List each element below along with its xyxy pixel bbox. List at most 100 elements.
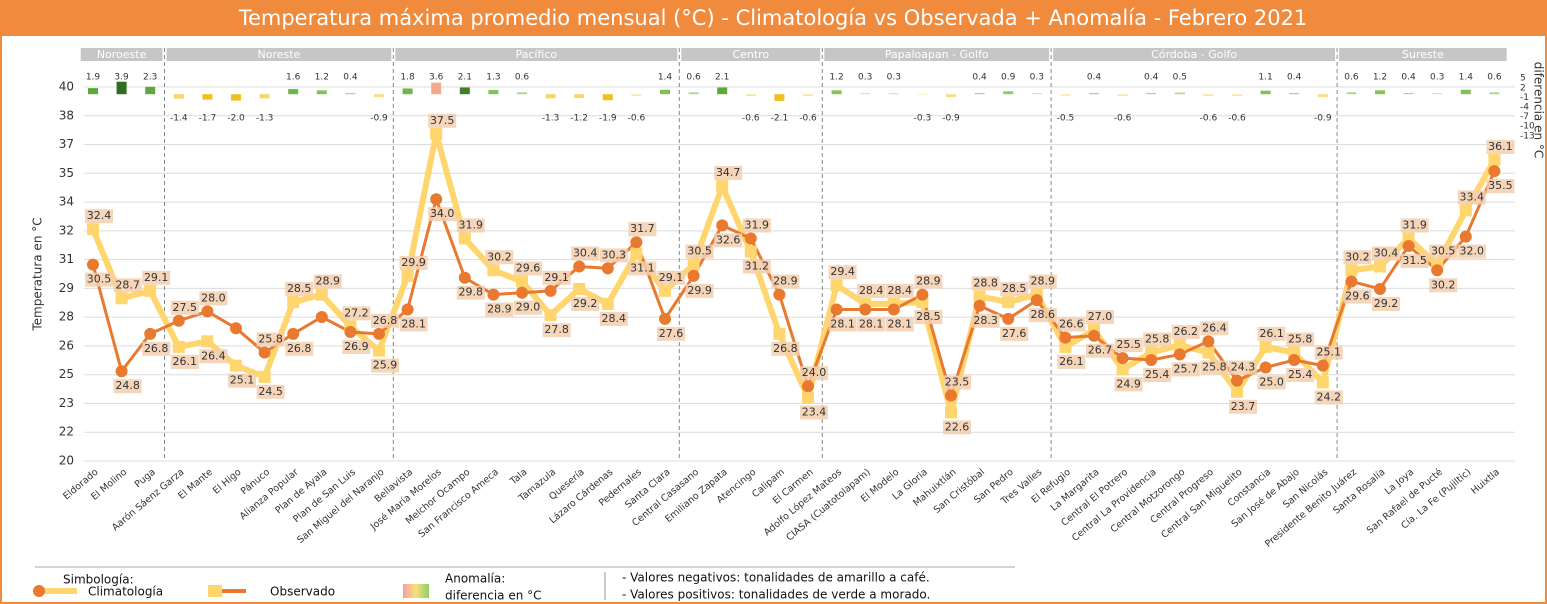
anomaly-bar	[259, 94, 270, 99]
data-label: 33.4	[1460, 190, 1485, 203]
marker	[1459, 204, 1472, 217]
data-label-bg	[943, 375, 971, 390]
marker	[315, 311, 328, 324]
data-label-bg	[285, 341, 314, 356]
marker	[287, 327, 300, 340]
anomaly-label: -0.6	[799, 114, 817, 124]
data-label-bg	[685, 283, 714, 298]
y-tick-label: 32	[59, 223, 74, 237]
anomaly-label: 0.4	[972, 73, 987, 83]
anomaly-bar	[1060, 94, 1071, 96]
marker	[373, 327, 385, 340]
marker	[1459, 230, 1472, 243]
marker	[573, 282, 586, 295]
data-label: 26.7	[1088, 344, 1113, 357]
y-tick-label: 38	[59, 108, 74, 122]
marker	[1374, 282, 1386, 295]
data-label: 32.0	[1460, 245, 1485, 258]
data-label: 29.8	[459, 286, 484, 299]
anomaly-bar	[1146, 92, 1157, 95]
data-label-bg	[313, 274, 342, 289]
data-label-bg	[1114, 377, 1143, 392]
data-label: 29.1	[659, 271, 684, 284]
group-header	[1339, 48, 1507, 61]
data-label-bg	[228, 373, 256, 388]
data-label-bg	[885, 283, 914, 298]
data-label: 28.5	[287, 282, 312, 295]
data-label: 32.6	[716, 233, 741, 246]
data-label: 32.4	[87, 209, 112, 222]
data-label-bg	[1314, 390, 1343, 405]
data-label-bg	[742, 218, 771, 233]
data-label-bg	[85, 209, 113, 224]
anomaly-bar	[431, 82, 442, 95]
data-label: 25.4	[1145, 368, 1170, 381]
anomaly-bar	[717, 87, 728, 95]
y-tick-label: 29	[59, 281, 74, 295]
group-header	[80, 48, 163, 61]
x-tick-label: Santa Rosalía	[1331, 467, 1387, 517]
data-label: 25.9	[373, 359, 398, 372]
data-label: 28.1	[401, 318, 426, 331]
y-tick-label: 28	[59, 310, 74, 324]
anomaly-label: 1.1	[1258, 73, 1272, 83]
marker	[516, 275, 528, 288]
y-axis-label: Temperatura en °C	[31, 217, 45, 331]
anomaly-bar	[316, 90, 327, 95]
anomaly-label: -2.1	[771, 114, 789, 124]
group-label: Noreste	[257, 48, 300, 61]
anomaly-bar	[345, 92, 356, 95]
anomaly-label: 1.4	[1459, 73, 1474, 83]
data-label: 31.9	[1402, 218, 1427, 231]
anomaly-bar	[1089, 92, 1099, 95]
data-label: 27.2	[344, 306, 369, 319]
data-label: 25.7	[1174, 362, 1199, 375]
anomaly-label: 2.1	[715, 73, 729, 83]
data-label-bg	[1086, 343, 1114, 358]
data-label: 27.0	[1088, 310, 1113, 323]
data-label-bg	[1372, 296, 1400, 311]
anomaly-label: 2.3	[143, 73, 157, 83]
anomaly-bar	[202, 94, 213, 100]
data-label: 28.5	[1002, 282, 1027, 295]
anomaly-label: 0.9	[1001, 73, 1016, 83]
data-label: 28.8	[973, 276, 998, 289]
anomaly-label: -1.9	[599, 114, 617, 124]
data-label-bg	[485, 302, 514, 317]
data-label: 29.6	[1345, 289, 1370, 302]
data-label-bg	[428, 113, 457, 128]
anomaly-label: 1.2	[1373, 73, 1387, 83]
marker	[144, 327, 157, 340]
marker	[201, 305, 214, 318]
anomaly-label: -1.7	[199, 114, 217, 124]
anomaly-label: -1.3	[256, 114, 274, 124]
data-label: 25.8	[1145, 333, 1170, 346]
data-label-bg	[1057, 354, 1086, 369]
data-label: 30.2	[1345, 250, 1370, 263]
anomaly-label: 2.1	[458, 73, 472, 83]
data-label-bg	[800, 366, 828, 381]
data-label: 34.0	[430, 207, 455, 220]
data-label: 29.1	[544, 271, 569, 284]
data-label-bg	[1429, 278, 1458, 293]
anomaly-bar	[1289, 92, 1300, 95]
marker	[1002, 312, 1015, 325]
marker	[258, 370, 271, 383]
data-label-bg	[142, 341, 171, 356]
group-label: Pacífico	[515, 48, 557, 61]
legend-marker	[208, 585, 222, 597]
marker	[172, 314, 185, 327]
data-label-bg	[771, 341, 800, 356]
group-label: Noroeste	[97, 48, 147, 61]
data-label-bg	[170, 300, 199, 315]
x-tick-label: Huixtla	[1469, 467, 1502, 497]
marker	[601, 297, 614, 310]
anomaly-bar	[1174, 92, 1185, 95]
title-bar	[0, 0, 1547, 36]
anomaly-bar	[288, 89, 299, 95]
marker	[1374, 260, 1386, 273]
data-label-bg	[1343, 289, 1372, 304]
data-label: 24.0	[802, 366, 827, 379]
data-label: 31.7	[630, 222, 655, 235]
data-label-bg	[1000, 326, 1029, 341]
